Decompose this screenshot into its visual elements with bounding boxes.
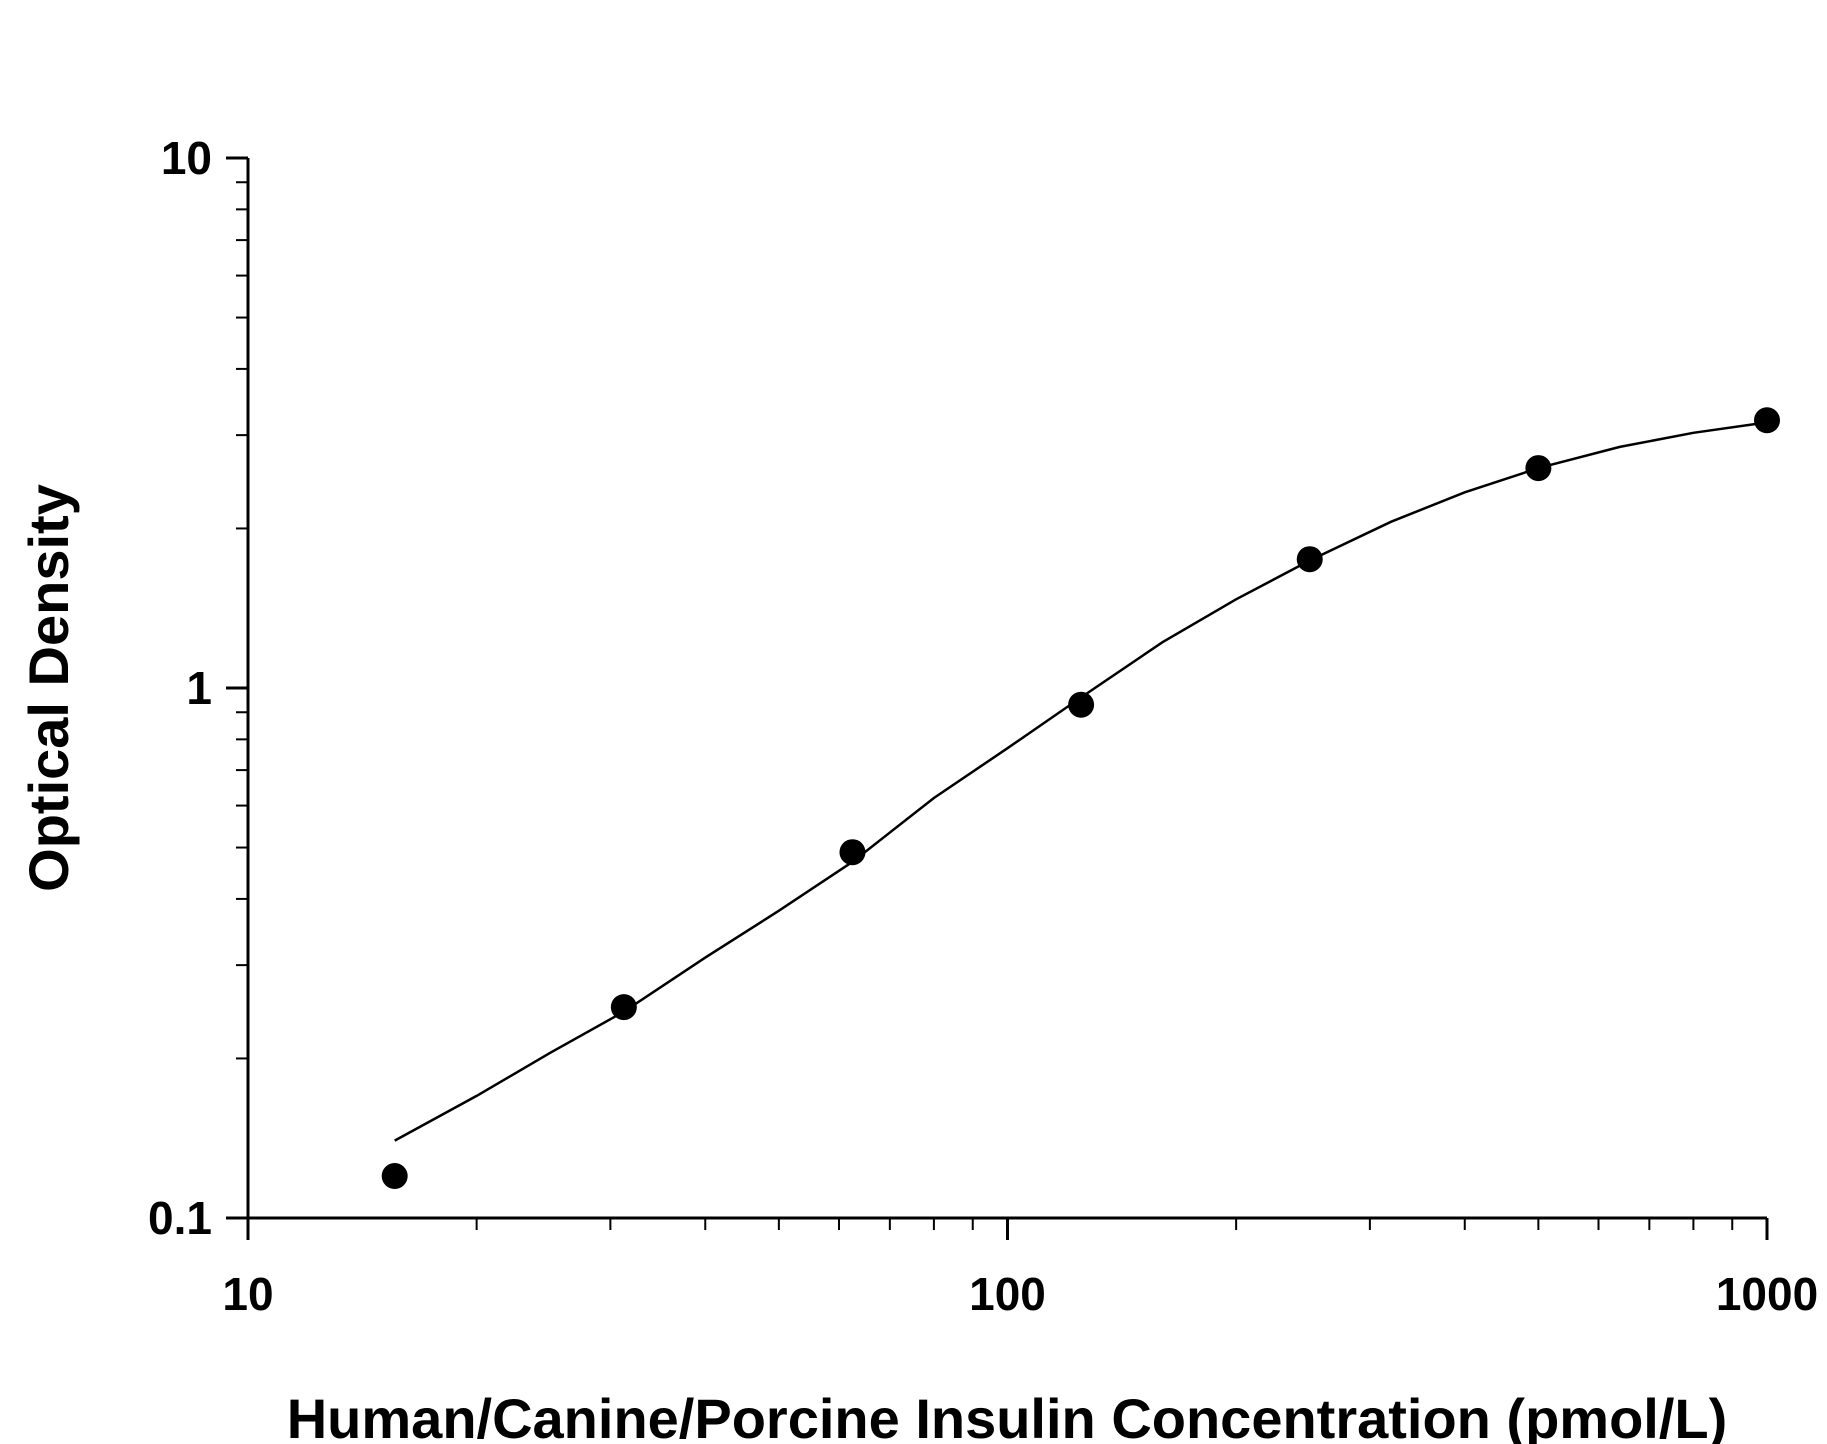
axes — [246, 158, 1767, 1220]
tick-labels: 10 100 1000 0.1 1 10 — [148, 132, 1818, 1320]
x-axis-title: Human/Canine/Porcine Insulin Concentrati… — [287, 1387, 1728, 1444]
data-point — [610, 994, 637, 1021]
data-points — [381, 407, 1780, 1190]
data-point — [1754, 407, 1780, 434]
data-point — [1068, 691, 1095, 718]
data-point — [1525, 455, 1552, 482]
y-tick-label: 10 — [161, 132, 212, 184]
y-tick-label: 1 — [186, 662, 212, 714]
fit-curve — [394, 421, 1768, 1142]
x-tick-label: 100 — [969, 1268, 1046, 1320]
major-ticks — [226, 156, 1769, 1240]
y-tick-label: 0.1 — [148, 1192, 212, 1244]
data-point — [1296, 546, 1323, 573]
data-point — [839, 839, 866, 866]
data-point — [381, 1163, 408, 1190]
minor-ticks — [236, 181, 1734, 1230]
x-tick-label: 1000 — [1716, 1268, 1818, 1320]
x-tick-label: 10 — [222, 1268, 273, 1320]
y-axis-title: Optical Density — [17, 484, 80, 892]
